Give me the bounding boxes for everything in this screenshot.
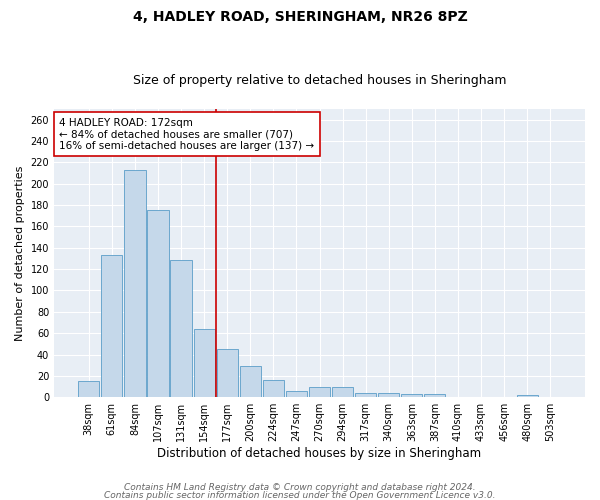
Text: Contains HM Land Registry data © Crown copyright and database right 2024.: Contains HM Land Registry data © Crown c…: [124, 484, 476, 492]
Title: Size of property relative to detached houses in Sheringham: Size of property relative to detached ho…: [133, 74, 506, 87]
Bar: [148, 210, 169, 397]
Bar: [263, 380, 284, 397]
Bar: [194, 329, 215, 397]
Bar: [239, 366, 261, 397]
Bar: [424, 394, 445, 397]
Text: Contains public sector information licensed under the Open Government Licence v3: Contains public sector information licen…: [104, 490, 496, 500]
Bar: [355, 393, 376, 397]
Bar: [332, 386, 353, 397]
Bar: [517, 395, 538, 397]
Y-axis label: Number of detached properties: Number of detached properties: [15, 166, 25, 341]
Bar: [378, 393, 400, 397]
Bar: [124, 170, 146, 397]
X-axis label: Distribution of detached houses by size in Sheringham: Distribution of detached houses by size …: [157, 447, 482, 460]
Bar: [78, 381, 100, 397]
Text: 4 HADLEY ROAD: 172sqm
← 84% of detached houses are smaller (707)
16% of semi-det: 4 HADLEY ROAD: 172sqm ← 84% of detached …: [59, 118, 314, 151]
Bar: [286, 391, 307, 397]
Text: 4, HADLEY ROAD, SHERINGHAM, NR26 8PZ: 4, HADLEY ROAD, SHERINGHAM, NR26 8PZ: [133, 10, 467, 24]
Bar: [309, 386, 330, 397]
Bar: [217, 349, 238, 397]
Bar: [170, 260, 191, 397]
Bar: [401, 394, 422, 397]
Bar: [101, 255, 122, 397]
